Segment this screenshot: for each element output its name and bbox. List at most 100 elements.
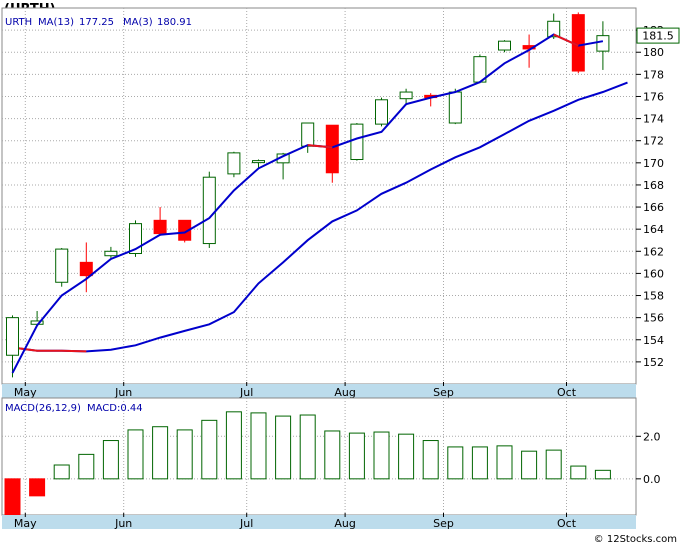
candle-body: [227, 152, 241, 175]
month-labels-top: May Jun Jul Aug Sep Oct: [14, 382, 577, 399]
legend-ma3-value: 180.91: [157, 17, 192, 28]
candle-body: [6, 317, 19, 356]
footer-credit: © 12Stocks.com: [594, 534, 677, 545]
candles: [6, 12, 610, 378]
month-label: Sep: [433, 386, 454, 399]
price-tick-label: 170: [643, 157, 664, 170]
month-label: Oct: [557, 517, 577, 530]
candle-body: [104, 250, 118, 257]
macd-bar: [176, 429, 193, 480]
candle-body: [252, 160, 265, 164]
macd-bar: [398, 433, 415, 480]
macd-bar: [250, 412, 267, 480]
macd-bar: [201, 419, 218, 480]
price-tick-label: 154: [643, 334, 664, 347]
candle-body: [153, 219, 167, 235]
price-tick-label: 156: [643, 312, 664, 325]
price-tick-label: 152: [643, 356, 664, 369]
month-label: Aug: [334, 517, 355, 530]
macd-bars: [4, 411, 611, 516]
macd-bar: [275, 415, 292, 480]
price-label-text: 181.5: [642, 30, 674, 43]
price-tick-label: 168: [643, 179, 664, 192]
legend-ma13-label: MA(13): [38, 17, 74, 28]
macd-bar: [422, 440, 439, 480]
legend-ma13-value: 177.25: [79, 17, 114, 28]
macd-bar: [299, 414, 316, 480]
macd-bar: [594, 469, 611, 480]
ma13-line: [11, 33, 604, 374]
candle-body: [498, 40, 511, 51]
macd-bar: [324, 430, 341, 480]
month-band-bottom: [2, 515, 636, 529]
month-label: May: [14, 386, 37, 399]
candle-body: [547, 20, 561, 38]
macd-panel-frame: [1, 397, 637, 516]
macd-bar: [521, 450, 538, 480]
price-tick-label: 180: [643, 46, 664, 59]
macd-bar: [53, 464, 70, 480]
month-label: Oct: [557, 386, 577, 399]
legend-macd-value: MACD:0.44: [87, 403, 143, 414]
ma13-down-segment: [307, 144, 333, 149]
month-label: Jun: [114, 517, 132, 530]
candle-body: [350, 123, 364, 161]
month-label: Jun: [114, 386, 132, 399]
price-tick-label: 176: [643, 90, 664, 103]
macd-bar: [102, 440, 119, 480]
price-tick-label: 160: [643, 267, 664, 280]
price-tick-label: 158: [643, 290, 664, 303]
price-panel: 152 154 156 158 160 162 164 166 168 170 172 174 176 1…: [1, 7, 680, 385]
month-label: Sep: [433, 517, 454, 530]
month-label: May: [14, 517, 37, 530]
price-grid: [2, 8, 636, 384]
price-tick-label: 174: [643, 113, 664, 126]
legend-ticker: URTH: [5, 17, 32, 28]
month-band-top: [2, 384, 636, 398]
candle-body: [301, 122, 315, 147]
macd-bar: [348, 432, 365, 480]
price-current-label: 181.5: [636, 27, 680, 44]
price-y-ticks: 152 154 156 158 160 162 164 166 168 170 172 174 176 1…: [636, 24, 664, 369]
macd-tick-label: 0.0: [643, 473, 661, 486]
macd-bar: [225, 411, 242, 480]
candle-body: [55, 248, 69, 283]
macd-bar: [127, 429, 144, 480]
macd-y-ticks: 0.0 2.0: [636, 430, 661, 486]
candle-body: [178, 219, 192, 241]
month-labels-bottom: May Jun Jul Aug Sep Oct: [14, 513, 577, 530]
ma13-down-segment: [553, 33, 579, 47]
macd-bar: [4, 478, 21, 516]
candle-body: [448, 91, 462, 124]
price-tick-label: 162: [643, 245, 664, 258]
month-label: Aug: [334, 386, 355, 399]
candle-body: [79, 261, 93, 277]
macd-bar: [570, 465, 587, 480]
price-tick-label: 164: [643, 223, 664, 236]
legend-price: URTH MA(13) 177.25 MA(3) 180.91: [5, 17, 192, 28]
legend-ma3-label: MA(3): [123, 17, 153, 28]
macd-bar: [471, 446, 488, 480]
candle-body: [129, 223, 142, 255]
macd-tick-label: 2.0: [643, 430, 661, 443]
ma3-path: [12, 81, 628, 353]
price-tick-label: 178: [643, 68, 664, 81]
candle-body: [375, 99, 388, 125]
macd-bar: [496, 445, 513, 480]
macd-bar: [373, 431, 390, 480]
macd-bar: [447, 446, 464, 480]
ma13-path: [11, 33, 604, 374]
month-label: Jul: [239, 517, 253, 530]
candle-body: [202, 176, 216, 245]
price-tick-label: 166: [643, 201, 664, 214]
macd-bar: [152, 426, 169, 480]
candle-body: [399, 91, 413, 100]
macd-bar: [545, 449, 562, 480]
price-panel-frame: [1, 7, 637, 385]
candle-body: [325, 124, 339, 174]
macd-bar: [29, 478, 46, 497]
macd-panel: 0.0 2.0 MACD(26,12,9) MACD:0.44: [1, 397, 661, 516]
price-tick-label: 172: [643, 135, 664, 148]
price-label-box: [636, 27, 680, 44]
